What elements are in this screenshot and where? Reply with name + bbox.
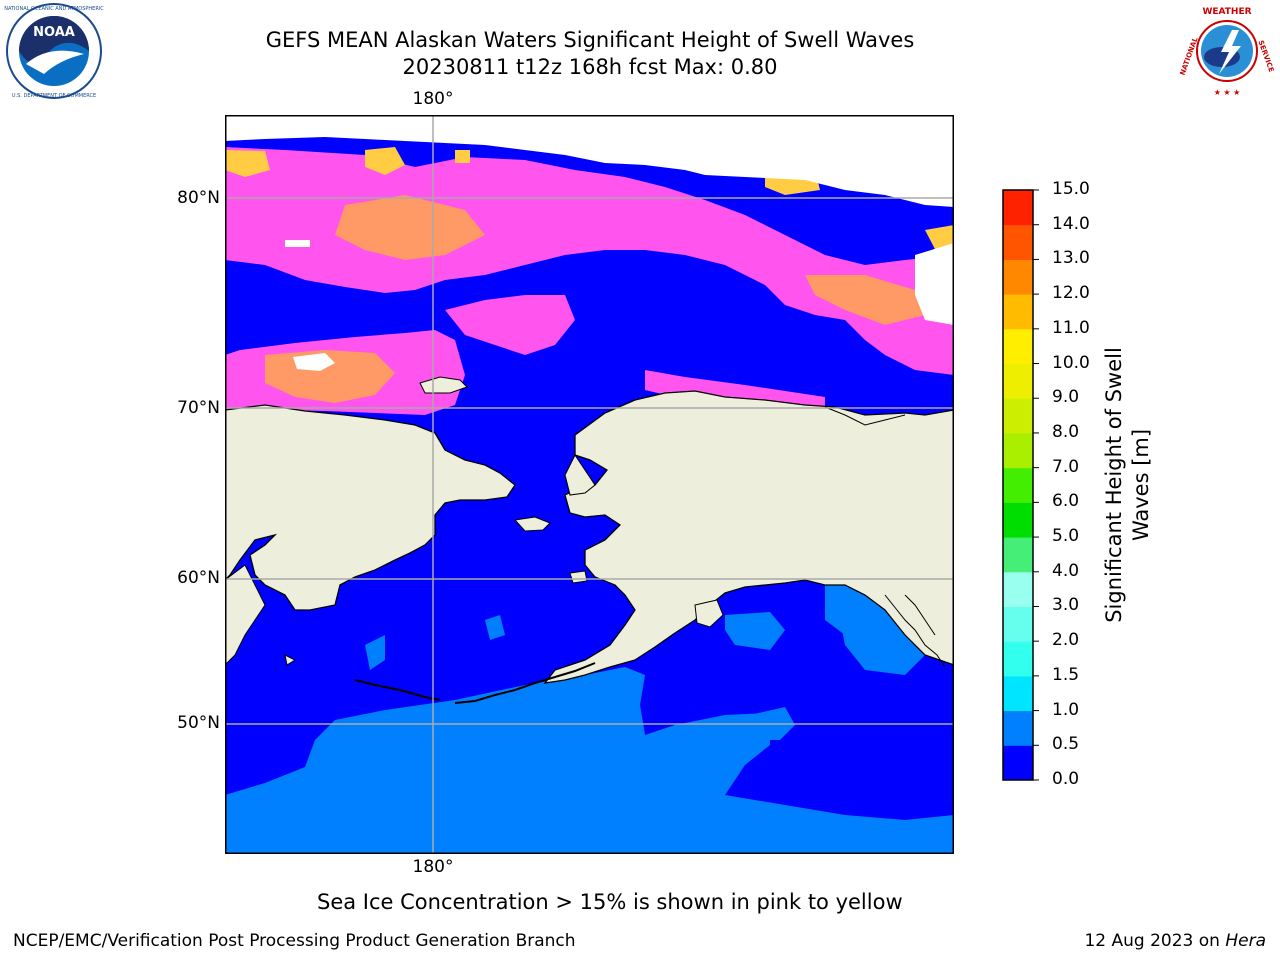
colorbar-tick-label: 3.0 — [1052, 595, 1080, 616]
colorbar-tick-label: 10.0 — [1052, 352, 1090, 373]
colorbar-swatch — [1003, 294, 1033, 330]
colorbar-tick-label: 6.0 — [1052, 491, 1080, 512]
map-title: GEFS MEAN Alaskan Waters Significant Hei… — [265, 28, 915, 52]
colorbar-tick-label: 1.5 — [1052, 664, 1080, 685]
colorbar-swatch — [1003, 432, 1033, 469]
noaa-logo: NOAA U.S. DEPARTMENT OF COMMERCE NATIONA… — [4, 3, 104, 99]
sea-ice-caption-text: Sea Ice Concentration > 15% is shown in … — [317, 890, 903, 914]
colorbar-swatch — [1003, 190, 1033, 226]
colorbar-swatch — [1003, 363, 1033, 399]
colorbar-tick-label: 9.0 — [1052, 387, 1080, 408]
colorbar-tick-label: 0.0 — [1052, 769, 1080, 789]
colorbar-frame — [1002, 189, 1034, 781]
svg-text:WEATHER: WEATHER — [1202, 7, 1251, 17]
national-weather-service-logo: WEATHER NATIONAL SERVICE ★ ★ ★ — [1179, 4, 1275, 98]
colorbar-swatch — [1003, 224, 1033, 260]
colorbar-tick-label: 11.0 — [1052, 317, 1090, 338]
colorbar-swatch — [1003, 537, 1033, 573]
colorbar-swatch — [1003, 502, 1033, 538]
land-kodiak-island — [694, 599, 724, 628]
colorbar-tick-label: 5.0 — [1052, 526, 1080, 547]
colorbar-tick-label: 13.0 — [1052, 248, 1090, 269]
lat-label-70: 70°N — [177, 398, 220, 418]
colorbar-swatch — [1003, 571, 1033, 607]
land-wrangel-island — [419, 376, 468, 394]
colorbar-swatch — [1003, 606, 1033, 642]
footer-branch: NCEP/EMC/Verification Post Processing Pr… — [13, 931, 576, 951]
colorbar-swatch — [1003, 745, 1033, 781]
land-st-lawrence-island — [514, 516, 551, 532]
colorbar-tick-label: 15.0 — [1052, 179, 1090, 199]
colorbar — [1002, 189, 1039, 781]
land-aleutian-islands — [454, 662, 596, 704]
colorbar-swatch — [1003, 710, 1033, 746]
colorbar-label-line1: Significant Height of Swell — [1102, 347, 1126, 623]
lat-label-50: 50°N — [177, 713, 220, 733]
colorbar-swatch — [1003, 398, 1033, 434]
lat-label-60: 60°N — [177, 568, 220, 588]
colorbar-tick-label: 1.0 — [1052, 699, 1080, 720]
footer-date: 12 Aug 2023 on Hera — [1084, 931, 1266, 951]
noaa-logo-text: NOAA — [33, 25, 75, 40]
footer-date-text: 12 Aug 2023 on — [1084, 931, 1226, 951]
map-panel — [225, 115, 954, 854]
no-data-area — [225, 115, 954, 207]
svg-text:U.S. DEPARTMENT OF COMMERCE: U.S. DEPARTMENT OF COMMERCE — [12, 93, 96, 99]
lat-label-80: 80°N — [177, 188, 220, 208]
footer-machine: Hera — [1225, 931, 1266, 951]
colorbar-label-line2: Waves [m] — [1129, 428, 1153, 542]
colorbar-tick-label: 8.0 — [1052, 421, 1080, 442]
map-gridlines — [225, 115, 954, 854]
svg-text:★ ★ ★: ★ ★ ★ — [1214, 88, 1241, 97]
colorbar-tick-label: 12.0 — [1052, 283, 1090, 304]
colorbar-swatch — [1003, 675, 1033, 712]
svg-text:NATIONAL OCEANIC AND ATMOSPHER: NATIONAL OCEANIC AND ATMOSPHERIC — [4, 6, 104, 12]
lon-label-top: 180° — [412, 89, 454, 109]
colorbar-tick-label: 0.5 — [1052, 734, 1080, 755]
colorbar-swatch — [1003, 259, 1033, 295]
colorbar-tick-label: 2.0 — [1052, 630, 1080, 651]
colorbar-tick-label: 4.0 — [1052, 560, 1080, 581]
colorbar-tick-label: 14.0 — [1052, 213, 1090, 234]
colorbar-tick-label: 7.0 — [1052, 456, 1080, 477]
map-subtitle: 20230811 t12z 168h fcst Max: 0.80 — [402, 55, 778, 79]
sea-ice-caption: Sea Ice Concentration > 15% is shown in … — [0, 890, 1280, 914]
land-siberia — [225, 404, 516, 611]
colorbar-swatch — [1003, 328, 1033, 365]
lon-label-bottom: 180° — [412, 857, 454, 877]
colorbar-swatch — [1003, 641, 1033, 677]
swell-area-0-5m — [225, 667, 954, 854]
land-alaska — [543, 390, 954, 684]
colorbar-swatch — [1003, 467, 1033, 503]
